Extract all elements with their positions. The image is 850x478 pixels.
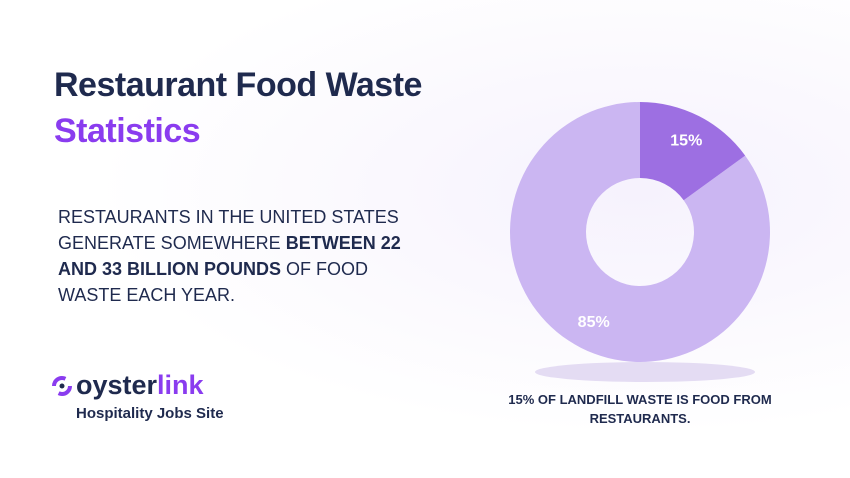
title-highlight: Statistics — [54, 112, 201, 150]
tagline: Hospitality Jobs Site — [76, 405, 224, 422]
chart-caption: 15% OF LANDFILL WASTE IS FOOD FROM RESTA… — [508, 392, 772, 426]
logo-text: oysterlink — [76, 370, 205, 400]
logo: oysterlink — [52, 370, 205, 400]
donut-slice — [640, 102, 746, 201]
shadow — [535, 362, 755, 382]
donut-slice — [509, 102, 770, 363]
logo-part: link — [157, 370, 204, 400]
body-segment: OF FOOD WASTE EACH YEAR. — [58, 259, 369, 305]
logo-part: oyster — [76, 370, 158, 400]
body-bold: BETWEEN 22 AND 33 BILLION POUNDS — [58, 233, 401, 279]
title: Restaurant Food Waste — [54, 66, 422, 104]
body-text: RESTAURANTS IN THE UNITED STATES GENERAT… — [58, 204, 430, 308]
value-label: 85% — [578, 314, 610, 331]
body-segment: RESTAURANTS IN THE UNITED STATES GENERAT… — [58, 207, 399, 253]
value-label: 15% — [670, 132, 702, 149]
logo-icon — [52, 376, 72, 396]
